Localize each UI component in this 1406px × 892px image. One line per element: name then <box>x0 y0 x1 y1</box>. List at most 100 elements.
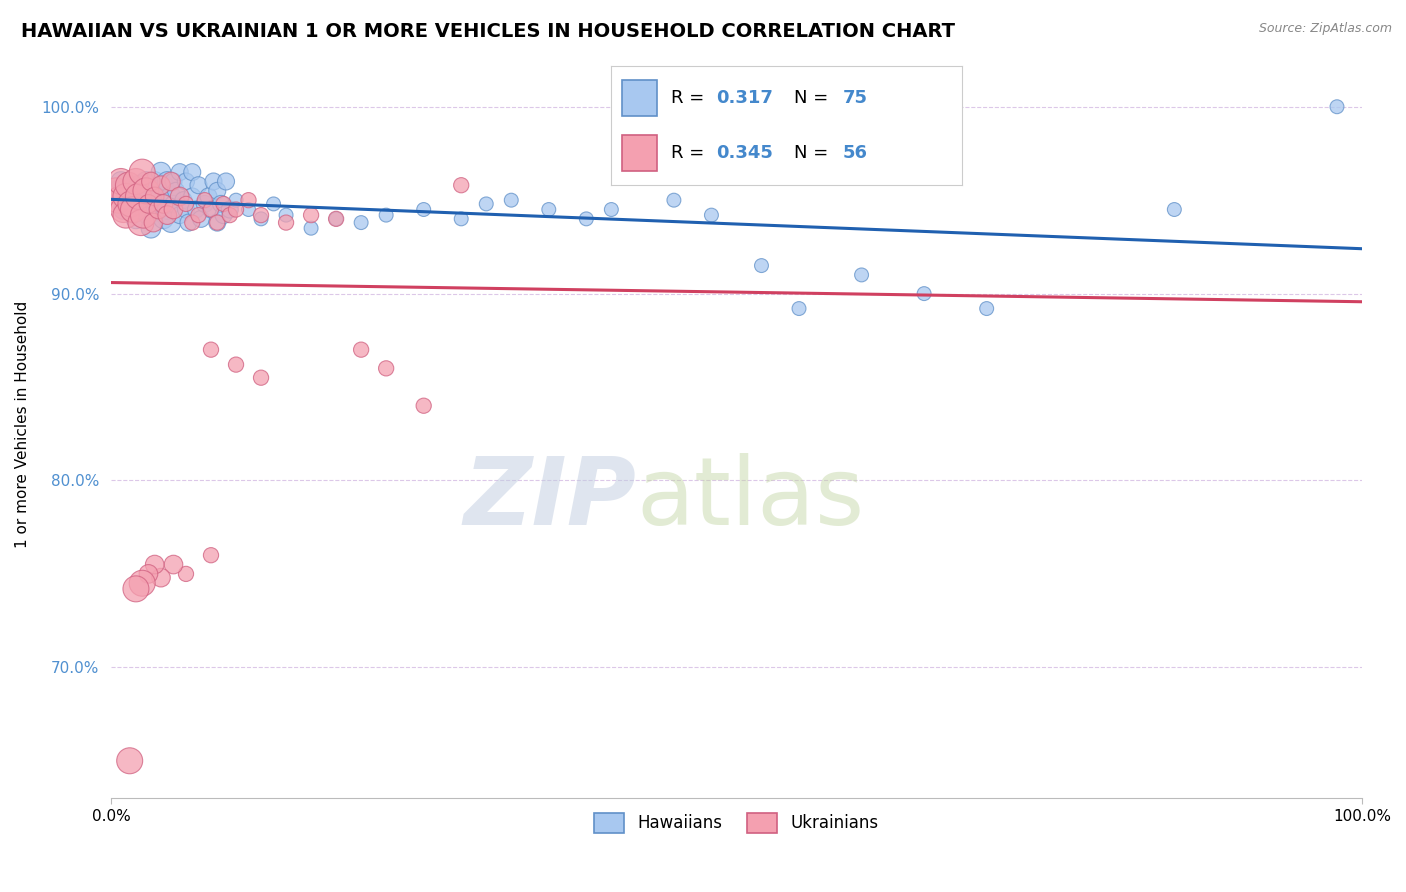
Text: HAWAIIAN VS UKRAINIAN 1 OR MORE VEHICLES IN HOUSEHOLD CORRELATION CHART: HAWAIIAN VS UKRAINIAN 1 OR MORE VEHICLES… <box>21 22 955 41</box>
Point <box>700 208 723 222</box>
Point <box>187 208 209 222</box>
Point <box>127 178 149 193</box>
Point <box>122 202 145 217</box>
Point <box>787 301 810 316</box>
Point <box>162 174 184 188</box>
Point <box>149 189 172 203</box>
Point <box>148 202 170 217</box>
Point <box>200 202 222 217</box>
Point <box>218 202 240 217</box>
Point <box>412 399 434 413</box>
Point <box>1163 202 1185 217</box>
Point <box>238 202 260 217</box>
Point <box>325 211 347 226</box>
Point <box>105 184 128 198</box>
Point <box>125 211 148 226</box>
Point <box>139 174 162 188</box>
Point <box>181 216 204 230</box>
Point <box>575 211 598 226</box>
Point <box>207 216 229 230</box>
Point <box>174 566 197 581</box>
Point <box>238 193 260 207</box>
Point <box>138 208 160 222</box>
Point <box>143 193 166 207</box>
Point <box>156 202 179 217</box>
Point <box>662 193 685 207</box>
Point <box>162 202 184 217</box>
Point <box>131 165 153 179</box>
Point <box>215 174 238 188</box>
Point <box>299 208 322 222</box>
Point <box>148 202 170 217</box>
Point <box>350 343 373 357</box>
Point <box>976 301 998 316</box>
Point <box>263 197 285 211</box>
Point <box>139 221 162 235</box>
Point <box>169 165 191 179</box>
Point <box>187 178 209 193</box>
Point <box>138 566 160 581</box>
Point <box>600 202 623 217</box>
Point <box>209 197 232 211</box>
Point <box>138 197 160 211</box>
Point <box>207 216 229 230</box>
Point <box>174 202 197 217</box>
Point <box>115 189 138 203</box>
Point <box>1326 100 1348 114</box>
Point <box>104 184 127 198</box>
Point <box>250 211 273 226</box>
Text: Source: ZipAtlas.com: Source: ZipAtlas.com <box>1258 22 1392 36</box>
Point <box>112 202 135 217</box>
Point <box>184 202 207 217</box>
Point <box>131 202 153 217</box>
Point <box>751 259 773 273</box>
Point <box>181 165 204 179</box>
Point <box>160 189 183 203</box>
Point <box>115 208 138 222</box>
Point <box>169 208 191 222</box>
Point <box>174 197 197 211</box>
Point <box>181 189 204 203</box>
Point <box>107 193 129 207</box>
Point <box>131 189 153 203</box>
Point <box>912 286 935 301</box>
Point <box>112 202 135 217</box>
Point <box>212 208 235 222</box>
Point <box>177 216 200 230</box>
Point <box>135 184 157 198</box>
Point <box>851 268 873 282</box>
Point <box>350 216 373 230</box>
Point <box>135 174 157 188</box>
Y-axis label: 1 or more Vehicles in Household: 1 or more Vehicles in Household <box>15 301 30 548</box>
Point <box>225 358 247 372</box>
Point <box>225 202 247 217</box>
Point <box>537 202 560 217</box>
Point <box>162 197 184 211</box>
Point <box>274 216 297 230</box>
Point <box>125 174 148 188</box>
Point <box>118 197 141 211</box>
Point <box>142 216 165 230</box>
Point <box>132 208 155 222</box>
Point <box>450 178 472 193</box>
Point <box>110 174 132 188</box>
Point <box>131 576 153 591</box>
Text: ZIP: ZIP <box>464 453 637 545</box>
Point <box>149 571 172 585</box>
Point <box>194 197 217 211</box>
Point <box>225 193 247 207</box>
Point <box>501 193 523 207</box>
Point <box>129 216 152 230</box>
Point <box>156 174 179 188</box>
Point <box>194 193 217 207</box>
Point <box>152 211 174 226</box>
Point <box>200 548 222 562</box>
Point <box>143 189 166 203</box>
Point <box>172 193 194 207</box>
Point <box>156 208 179 222</box>
Point <box>197 189 219 203</box>
Point <box>475 197 498 211</box>
Point <box>120 197 142 211</box>
Point <box>139 197 162 211</box>
Point <box>325 211 347 226</box>
